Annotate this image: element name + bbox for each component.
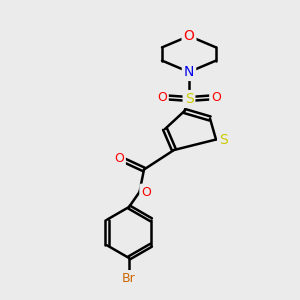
Text: S: S — [219, 133, 228, 146]
Text: Br: Br — [122, 272, 136, 285]
Text: O: O — [114, 152, 124, 165]
Text: S: S — [184, 92, 194, 106]
Text: N: N — [184, 65, 194, 79]
Text: O: O — [141, 185, 151, 199]
Text: O: O — [184, 29, 194, 43]
Text: O: O — [211, 91, 221, 104]
Text: O: O — [157, 91, 167, 104]
